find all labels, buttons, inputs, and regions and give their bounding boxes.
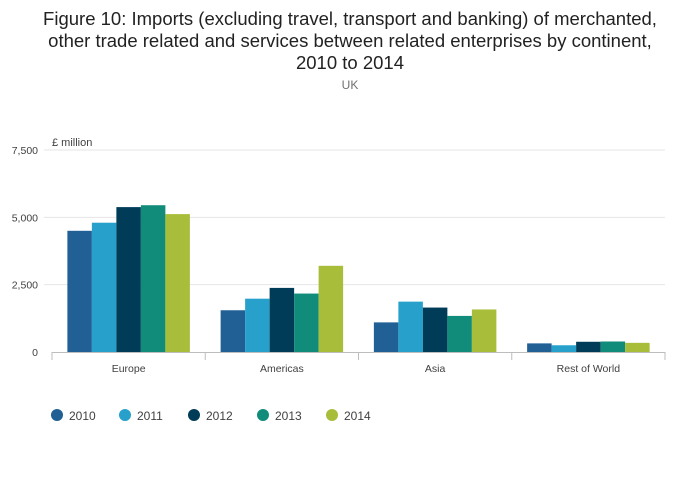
bar-2013-americas[interactable] xyxy=(294,293,319,352)
legend-marker-2011[interactable] xyxy=(119,409,131,421)
chart-title-line-1: Figure 10: Imports (excluding travel, tr… xyxy=(43,8,657,29)
y-axis-unit-label: £ million xyxy=(52,137,92,149)
y-tick-label: 7,500 xyxy=(12,145,38,157)
bar-2012-rest-of-world[interactable] xyxy=(576,341,601,352)
legend-label-2010[interactable]: 2010 xyxy=(69,409,96,423)
chart-title-line-3: 2010 to 2014 xyxy=(295,52,405,73)
legend-label-2013[interactable]: 2013 xyxy=(275,409,302,423)
bar-2014-rest-of-world[interactable] xyxy=(625,342,650,352)
bar-2010-europe[interactable] xyxy=(67,230,92,352)
bar-2012-europe[interactable] xyxy=(116,207,141,352)
bar-2013-europe[interactable] xyxy=(140,205,166,352)
bar-2014-asia[interactable] xyxy=(471,309,497,352)
bar-2012-asia[interactable] xyxy=(422,307,448,352)
bar-2014-americas[interactable] xyxy=(318,265,344,352)
legend-marker-2013[interactable] xyxy=(257,409,269,421)
bar-2011-americas[interactable] xyxy=(245,298,270,352)
legend-marker-2014[interactable] xyxy=(326,409,338,421)
chart-title: Figure 10: Imports (excluding travel, tr… xyxy=(0,8,700,74)
bar-2011-europe[interactable] xyxy=(91,222,117,352)
bar-2011-rest-of-world[interactable] xyxy=(551,345,577,352)
legend-marker-2010[interactable] xyxy=(51,409,63,421)
bar-2010-asia[interactable] xyxy=(373,322,399,352)
bar-2014-europe[interactable] xyxy=(165,214,190,352)
chart-title-line-2: other trade related and services between… xyxy=(48,30,652,51)
bar-2013-rest-of-world[interactable] xyxy=(600,341,626,352)
x-tick-label: Americas xyxy=(260,363,304,375)
bar-2010-americas[interactable] xyxy=(220,310,246,352)
x-tick-label: Asia xyxy=(425,363,446,375)
legend-marker-2012[interactable] xyxy=(188,409,200,421)
y-tick-label: 5,000 xyxy=(12,212,38,224)
bar-2010-rest-of-world[interactable] xyxy=(527,343,552,352)
legend-label-2014[interactable]: 2014 xyxy=(344,409,371,423)
chart-subtitle: UK xyxy=(341,78,359,92)
bar-2013-asia[interactable] xyxy=(447,315,472,352)
x-tick-label: Rest of World xyxy=(557,363,621,375)
legend-label-2011[interactable]: 2011 xyxy=(137,409,163,423)
legend-label-2012[interactable]: 2012 xyxy=(206,409,233,423)
bar-2012-americas[interactable] xyxy=(269,287,295,352)
bar-2011-asia[interactable] xyxy=(398,301,423,352)
y-tick-label: 0 xyxy=(32,347,38,359)
y-tick-label: 2,500 xyxy=(12,280,38,292)
x-tick-label: Europe xyxy=(112,363,146,375)
